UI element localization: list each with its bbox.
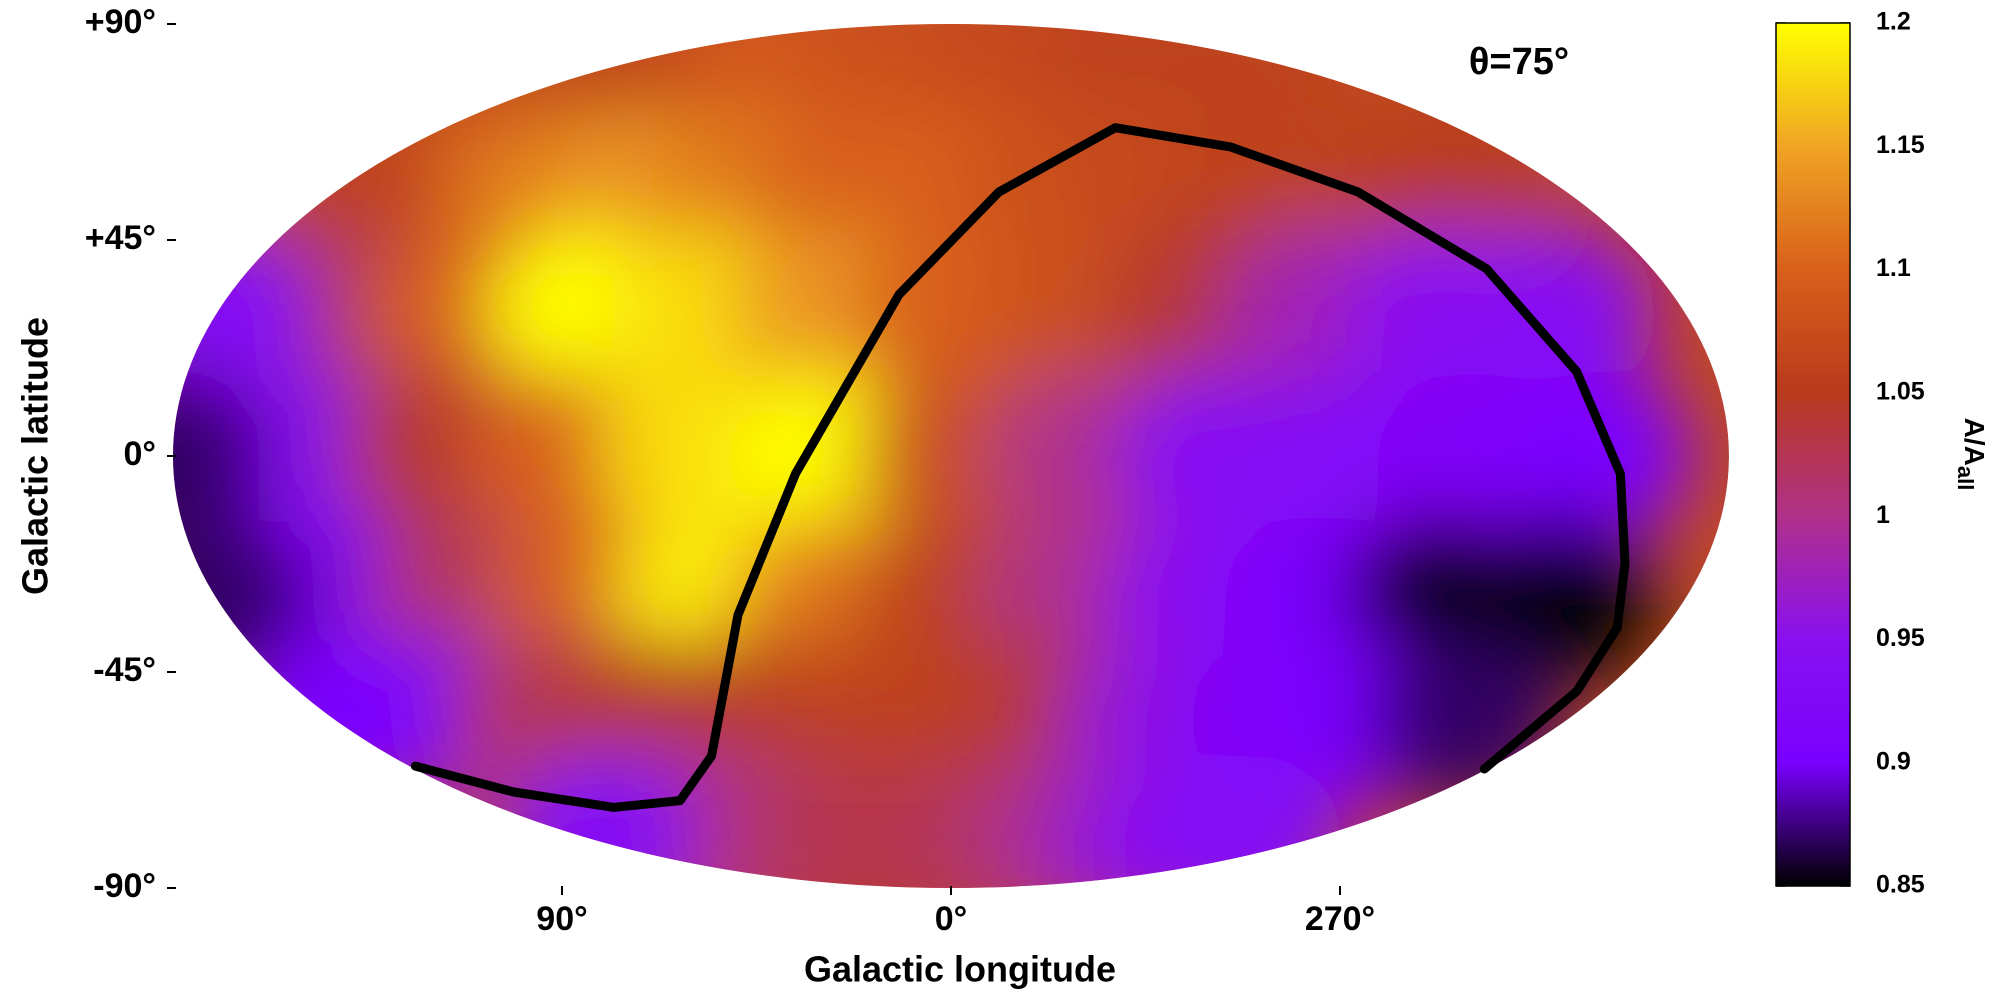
chart-title: θ=75° xyxy=(1469,41,1569,83)
heat-cell xyxy=(173,371,268,541)
colorbar-tick-label: 1 xyxy=(1876,501,1890,529)
overlay: +90° +45° 0° -45° -90° 90° 0° 270° 0.85 0.9 0.95 1 1… xyxy=(85,3,1925,938)
y-tick-label: 0° xyxy=(123,435,156,473)
colorbar-label-sub: all xyxy=(1953,466,1978,490)
x-tick-label: 90° xyxy=(536,900,587,938)
contour-line xyxy=(410,123,1630,812)
heat-cell xyxy=(1369,635,1560,805)
colorbar-tick-label: 1.1 xyxy=(1876,254,1911,282)
y-axis-label: Galactic latitude xyxy=(15,317,56,595)
y-tick-label: -90° xyxy=(93,867,156,905)
heat-cell xyxy=(173,515,313,685)
heat-cell xyxy=(173,227,313,397)
heat-cell xyxy=(1467,227,1658,397)
colorbar-label-main: A/A xyxy=(1959,418,1990,466)
heat-cells xyxy=(173,24,1695,888)
heat-cell xyxy=(1504,371,1695,541)
x-tick-label: 0° xyxy=(935,900,968,938)
colorbar-tick-label: 0.85 xyxy=(1876,871,1925,899)
heat-cell xyxy=(499,755,690,888)
colorbar-tick-label: 0.95 xyxy=(1876,624,1925,652)
colorbar-label: A/Aall xyxy=(1953,418,1989,491)
x-axis-label: Galactic longitude xyxy=(804,949,1116,990)
colorbar-tick-label: 0.9 xyxy=(1876,747,1911,775)
y-tick-label: +90° xyxy=(85,3,156,41)
heat-cell xyxy=(240,635,431,805)
colorbar-tick-label: 1.15 xyxy=(1876,131,1925,159)
y-tick-label: +45° xyxy=(85,219,156,257)
y-tick-label: -45° xyxy=(93,651,156,689)
colorbar-tick-label: 1.05 xyxy=(1876,377,1925,405)
colorbar xyxy=(1775,22,1851,887)
colorbar-tick-label: 1.2 xyxy=(1876,8,1911,36)
x-tick-label: 270° xyxy=(1305,900,1375,938)
sky-map xyxy=(173,24,1729,888)
